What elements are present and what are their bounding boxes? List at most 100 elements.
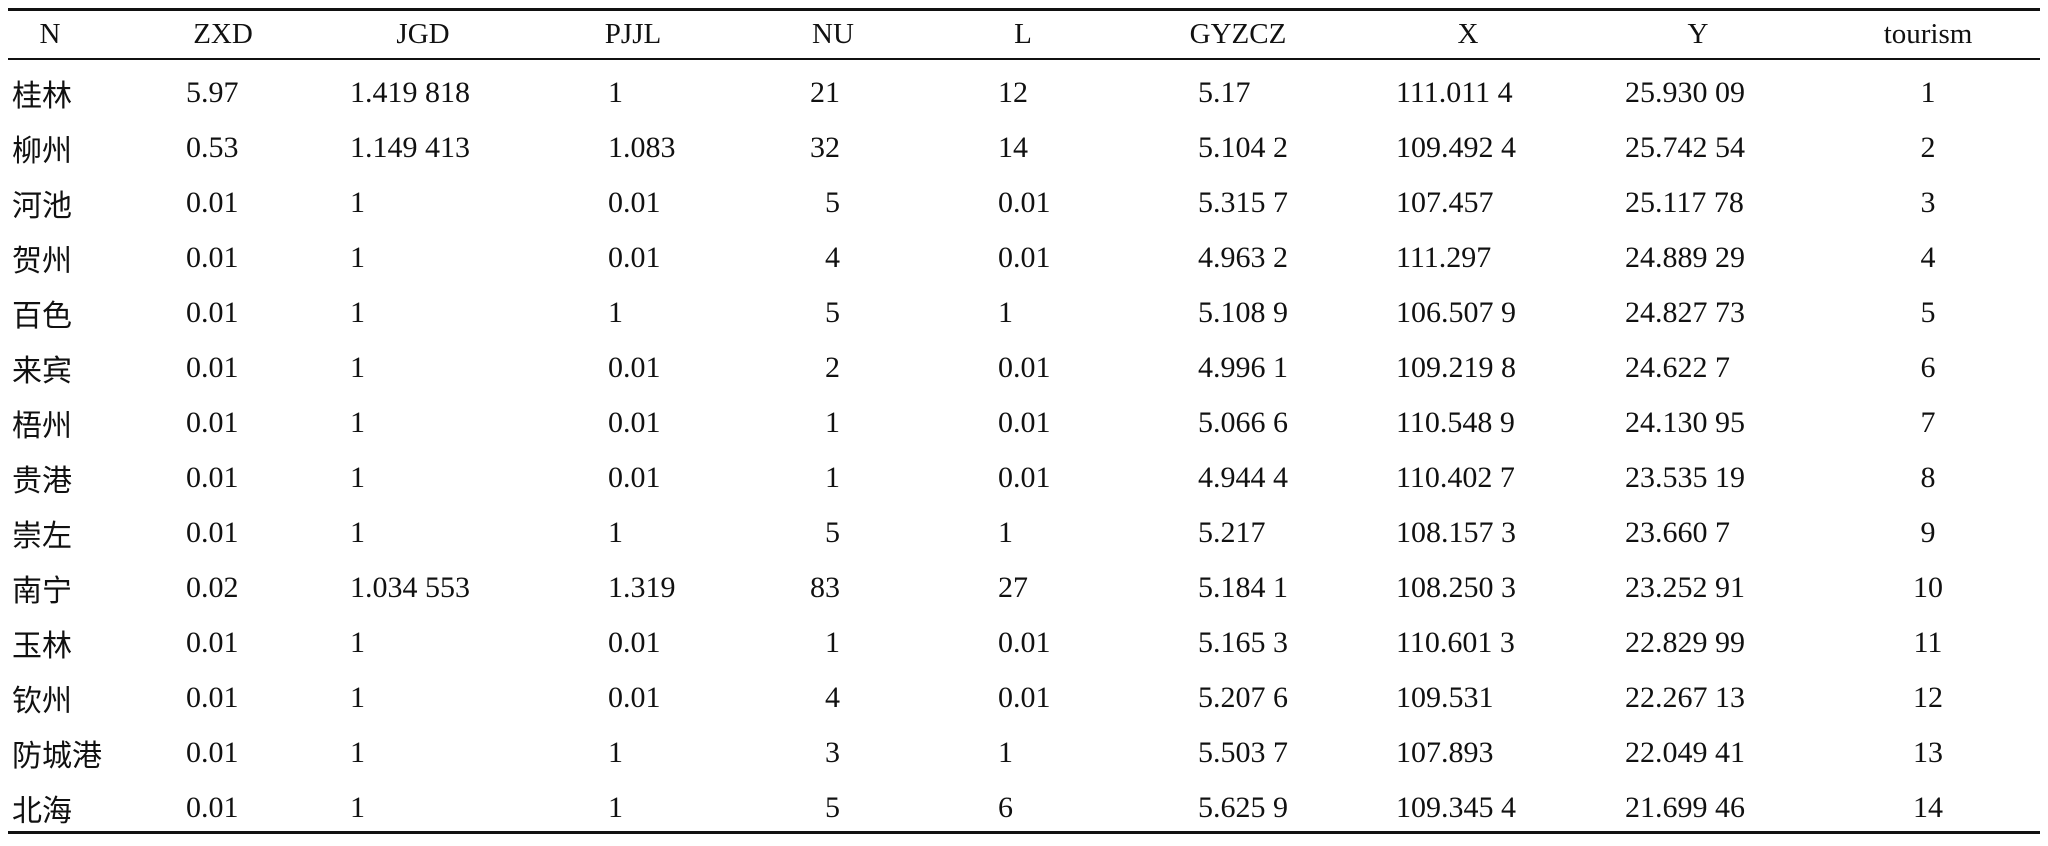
cell-n: 来宾: [12, 354, 72, 388]
cell-gyzcz: 4.996 1: [1198, 350, 1288, 384]
cell-nu: 4: [825, 680, 840, 714]
cell-nu: 4: [825, 240, 840, 274]
cell-jgd: 1: [350, 515, 365, 549]
cell-x: 108.157 3: [1396, 515, 1516, 549]
cell-tourism: 12: [1913, 680, 1943, 714]
cell-pjjl: 1: [608, 295, 623, 329]
cell-gyzcz: 5.165 3: [1198, 625, 1288, 659]
cell-pjjl: 0.01: [608, 350, 661, 384]
cell-tourism: 13: [1913, 735, 1943, 769]
cell-pjjl: 1: [608, 515, 623, 549]
cell-l: 14: [998, 130, 1028, 164]
top-rule: [8, 8, 2040, 11]
header-y: Y: [1687, 18, 1709, 50]
cell-pjjl: 0.01: [608, 405, 661, 439]
cell-gyzcz: 5.503 7: [1198, 735, 1288, 769]
cell-nu: 1: [825, 460, 840, 494]
cell-zxd: 0.53: [186, 130, 239, 164]
cell-gyzcz: 5.217: [1198, 515, 1266, 549]
cell-n: 桂林: [12, 79, 72, 113]
cell-jgd: 1.034 553: [350, 570, 470, 604]
cell-y: 22.267 13: [1625, 680, 1745, 714]
cell-zxd: 0.01: [186, 735, 239, 769]
cell-jgd: 1.149 413: [350, 130, 470, 164]
cell-jgd: 1: [350, 295, 365, 329]
cell-l: 6: [998, 790, 1013, 824]
cell-jgd: 1: [350, 735, 365, 769]
cell-pjjl: 1.319: [608, 570, 676, 604]
cell-jgd: 1: [350, 680, 365, 714]
cell-pjjl: 0.01: [608, 240, 661, 274]
cell-y: 21.699 46: [1625, 790, 1745, 824]
cell-n: 梧州: [12, 409, 72, 443]
cell-pjjl: 1: [608, 790, 623, 824]
cell-n: 贵港: [12, 464, 72, 498]
cell-y: 24.130 95: [1625, 405, 1745, 439]
cell-nu: 5: [825, 515, 840, 549]
cell-jgd: 1: [350, 405, 365, 439]
cell-l: 0.01: [998, 405, 1051, 439]
cell-y: 24.889 29: [1625, 240, 1745, 274]
cell-l: 1: [998, 295, 1013, 329]
cell-pjjl: 1: [608, 735, 623, 769]
cell-zxd: 0.01: [186, 680, 239, 714]
cell-tourism: 11: [1913, 625, 1943, 659]
cell-n: 河池: [12, 189, 72, 223]
table-row: 柳州 0.53 1.149 413 1.083 32 14 5.104 2 109.492 4…: [8, 120, 2040, 175]
cell-gyzcz: 4.944 4: [1198, 460, 1288, 494]
cell-nu: 32: [810, 130, 840, 164]
header-rule: [8, 58, 2040, 60]
cell-zxd: 5.97: [186, 75, 239, 109]
cell-jgd: 1.419 818: [350, 75, 470, 109]
cell-y: 24.622 7: [1625, 350, 1730, 384]
cell-n: 钦州: [12, 684, 72, 718]
cell-x: 107.457: [1396, 185, 1494, 219]
cell-y: 25.930 09: [1625, 75, 1745, 109]
cell-zxd: 0.01: [186, 405, 239, 439]
cell-tourism: 10: [1913, 570, 1943, 604]
cell-zxd: 0.01: [186, 185, 239, 219]
cell-gyzcz: 4.963 2: [1198, 240, 1288, 274]
bottom-rule: [8, 831, 2040, 834]
cell-tourism: 6: [1920, 350, 1936, 384]
cell-tourism: 1: [1920, 75, 1936, 109]
cell-y: 23.535 19: [1625, 460, 1745, 494]
table-row: 崇左 0.01 1 1 5 1 5.217 108.157 3 23.660 7 9: [8, 505, 2040, 560]
table-row: 桂林 5.97 1.419 818 1 21 12 5.17 111.011 4 25.930 …: [8, 65, 2040, 120]
cell-nu: 1: [825, 625, 840, 659]
cell-gyzcz: 5.104 2: [1198, 130, 1288, 164]
table-row: 河池 0.01 1 0.01 5 0.01 5.315 7 107.457 25.117 78 3: [8, 175, 2040, 230]
cell-y: 22.049 41: [1625, 735, 1745, 769]
cell-jgd: 1: [350, 790, 365, 824]
cell-l: 0.01: [998, 240, 1051, 274]
cell-jgd: 1: [350, 240, 365, 274]
cell-n: 南宁: [12, 574, 72, 608]
cell-tourism: 14: [1913, 790, 1943, 824]
cell-x: 109.492 4: [1396, 130, 1516, 164]
cell-tourism: 4: [1920, 240, 1936, 274]
cell-n: 玉林: [12, 629, 72, 663]
cell-y: 24.827 73: [1625, 295, 1745, 329]
cell-pjjl: 0.01: [608, 460, 661, 494]
cell-gyzcz: 5.207 6: [1198, 680, 1288, 714]
cell-zxd: 0.01: [186, 240, 239, 274]
cell-y: 22.829 99: [1625, 625, 1745, 659]
cell-tourism: 8: [1920, 460, 1936, 494]
cell-y: 23.660 7: [1625, 515, 1730, 549]
cell-l: 0.01: [998, 625, 1051, 659]
table-row: 防城港 0.01 1 1 3 1 5.503 7 107.893 22.049 41 13: [8, 725, 2040, 780]
cell-x: 109.219 8: [1396, 350, 1516, 384]
cell-jgd: 1: [350, 185, 365, 219]
cell-nu: 1: [825, 405, 840, 439]
table-row: 贵港 0.01 1 0.01 1 0.01 4.944 4 110.402 7 23.535 1…: [8, 450, 2040, 505]
header-l: L: [1014, 18, 1032, 50]
cell-gyzcz: 5.17: [1198, 75, 1251, 109]
cell-pjjl: 1.083: [608, 130, 676, 164]
header-nu: NU: [812, 18, 854, 50]
cell-nu: 3: [825, 735, 840, 769]
table-row: 北海 0.01 1 1 5 6 5.625 9 109.345 4 21.699 46 14: [8, 780, 2040, 835]
cell-gyzcz: 5.108 9: [1198, 295, 1288, 329]
cell-nu: 83: [810, 570, 840, 604]
cell-x: 110.402 7: [1396, 460, 1515, 494]
header-pjjl: PJJL: [604, 18, 662, 50]
